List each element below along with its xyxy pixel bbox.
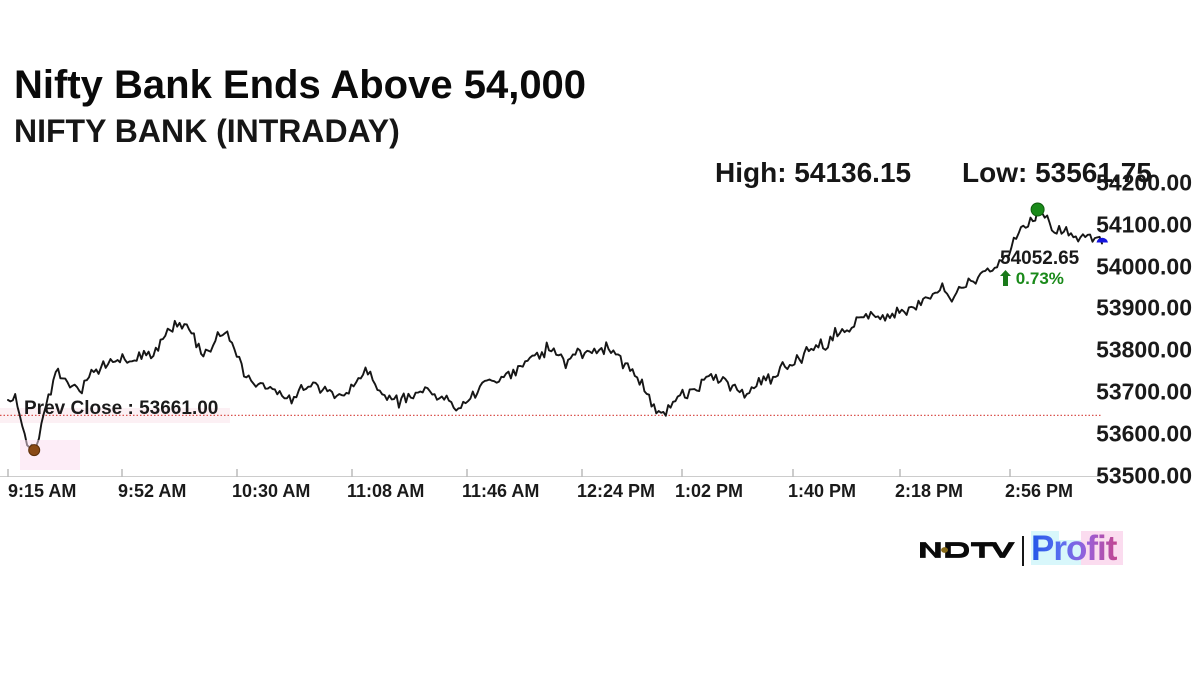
svg-text:Profit: Profit [1031,529,1118,568]
